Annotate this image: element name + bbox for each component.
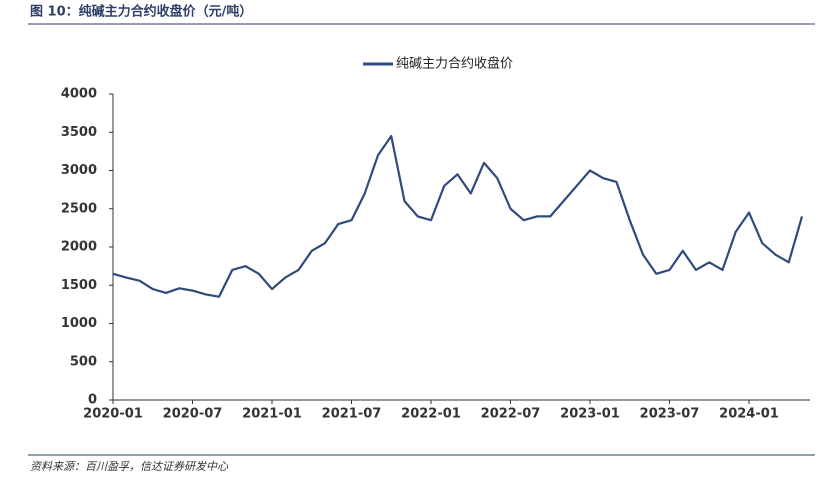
chart-title: 图 10：纯碱主力合约收盘价（元/吨）	[30, 4, 252, 20]
x-tick-label: 2021-01	[242, 407, 302, 422]
y-tick-label: 3000	[61, 163, 97, 178]
source: 资料来源：百川盈孚，信达证券研发中心	[30, 460, 229, 473]
x-tick-label: 2023-07	[640, 407, 700, 422]
x-tick-label: 2021-07	[322, 407, 382, 422]
y-tick-label: 3500	[61, 125, 97, 140]
y-tick-label: 0	[88, 393, 97, 408]
data-line	[112, 134, 804, 298]
x-tick-label: 2022-07	[481, 407, 541, 422]
x-tick-label: 2020-07	[163, 407, 223, 422]
x-tick-label: 2020-01	[83, 407, 143, 422]
x-tick-label: 2023-01	[560, 407, 620, 422]
y-tick-label: 1000	[61, 316, 97, 331]
y-tick-label: 4000	[61, 87, 97, 102]
x-tick-label: 2022-01	[401, 407, 461, 422]
x-tick-label: 2024-01	[719, 407, 779, 422]
legend-label: 纯碱主力合约收盘价	[396, 56, 513, 72]
y-tick-label: 500	[70, 354, 97, 369]
y-tick-label: 1500	[61, 278, 97, 293]
y-tick-label: 2500	[61, 201, 97, 216]
y-tick-label: 2000	[61, 240, 97, 255]
